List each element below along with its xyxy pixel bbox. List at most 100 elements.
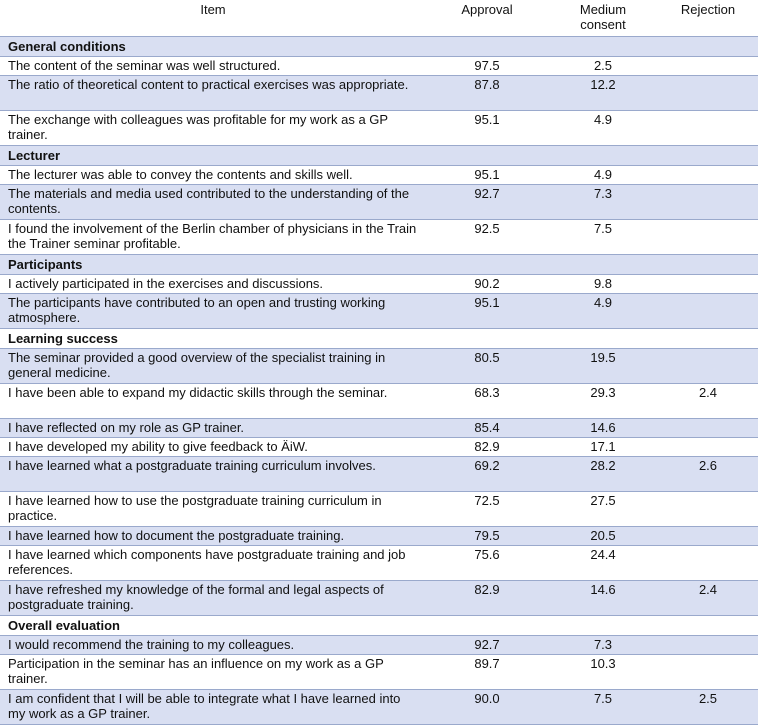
medium-cell: 9.8 <box>548 274 658 294</box>
rejection-cell: 2.6 <box>658 456 758 492</box>
rejection-cell <box>658 545 758 581</box>
table-row: The seminar provided a good overview of … <box>0 348 758 384</box>
section-row: General conditions <box>0 36 758 57</box>
item-cell: The lecturer was able to convey the cont… <box>0 165 426 185</box>
item-cell: The materials and media used contributed… <box>0 184 426 220</box>
item-cell: I have learned how to use the postgradua… <box>0 491 426 527</box>
table-row: I have learned how to use the postgradua… <box>0 491 758 527</box>
approval-cell: 89.7 <box>426 654 548 690</box>
approval-cell: 95.1 <box>426 110 548 146</box>
rejection-cell <box>658 491 758 527</box>
header-medium-line2: consent <box>580 17 626 32</box>
approval-cell: 95.1 <box>426 165 548 185</box>
item-cell: I actively participated in the exercises… <box>0 274 426 294</box>
table-row: The materials and media used contributed… <box>0 184 758 220</box>
rejection-cell <box>658 293 758 329</box>
table-row: Participation in the seminar has an infl… <box>0 654 758 690</box>
item-cell: The seminar provided a good overview of … <box>0 348 426 384</box>
medium-cell: 24.4 <box>548 545 658 581</box>
table-row: I actively participated in the exercises… <box>0 274 758 294</box>
approval-cell: 92.7 <box>426 635 548 655</box>
section-row: Learning success <box>0 328 758 349</box>
rejection-cell <box>658 418 758 438</box>
medium-cell: 27.5 <box>548 491 658 527</box>
rejection-cell <box>658 348 758 384</box>
rejection-cell <box>658 184 758 220</box>
approval-cell: 95.1 <box>426 293 548 329</box>
section-title: Learning success <box>0 328 758 349</box>
medium-cell: 29.3 <box>548 383 658 419</box>
table-row: I have learned how to document the postg… <box>0 526 758 546</box>
medium-cell: 17.1 <box>548 437 658 457</box>
rejection-cell <box>658 219 758 255</box>
rejection-cell: 2.5 <box>658 689 758 725</box>
table-row: The ratio of theoretical content to prac… <box>0 75 758 111</box>
item-cell: I am confident that I will be able to in… <box>0 689 426 725</box>
table-row: I have reflected on my role as GP traine… <box>0 418 758 438</box>
medium-cell: 7.3 <box>548 184 658 220</box>
section-row: Lecturer <box>0 145 758 166</box>
item-cell: I have reflected on my role as GP traine… <box>0 418 426 438</box>
approval-cell: 79.5 <box>426 526 548 546</box>
medium-cell: 4.9 <box>548 165 658 185</box>
rejection-cell <box>658 75 758 111</box>
section-row: Overall evaluation <box>0 615 758 636</box>
rejection-cell <box>658 654 758 690</box>
approval-cell: 90.0 <box>426 689 548 725</box>
table-row: I have been able to expand my didactic s… <box>0 383 758 419</box>
item-cell: I have been able to expand my didactic s… <box>0 383 426 419</box>
item-cell: The content of the seminar was well stru… <box>0 56 426 76</box>
medium-cell: 7.3 <box>548 635 658 655</box>
item-cell: Participation in the seminar has an infl… <box>0 654 426 690</box>
approval-cell: 97.5 <box>426 56 548 76</box>
medium-cell: 19.5 <box>548 348 658 384</box>
rejection-cell <box>658 526 758 546</box>
approval-cell: 85.4 <box>426 418 548 438</box>
approval-cell: 90.2 <box>426 274 548 294</box>
item-cell: The participants have contributed to an … <box>0 293 426 329</box>
table-row: I would recommend the training to my col… <box>0 635 758 655</box>
table-row: I have learned which components have pos… <box>0 545 758 581</box>
section-row: Participants <box>0 254 758 275</box>
medium-cell: 28.2 <box>548 456 658 492</box>
section-title: General conditions <box>0 36 758 57</box>
approval-cell: 75.6 <box>426 545 548 581</box>
item-cell: The ratio of theoretical content to prac… <box>0 75 426 111</box>
header-row: Item Approval Medium consent Rejection <box>0 0 758 37</box>
rejection-cell <box>658 437 758 457</box>
approval-cell: 82.9 <box>426 580 548 616</box>
medium-cell: 4.9 <box>548 110 658 146</box>
header-approval: Approval <box>426 0 548 37</box>
rejection-cell <box>658 110 758 146</box>
header-medium-line1: Medium <box>579 2 627 17</box>
section-title: Lecturer <box>0 145 758 166</box>
header-medium-consent: Medium consent <box>548 0 658 37</box>
medium-cell: 2.5 <box>548 56 658 76</box>
rejection-cell: 2.4 <box>658 580 758 616</box>
approval-cell: 87.8 <box>426 75 548 111</box>
medium-cell: 7.5 <box>548 689 658 725</box>
rejection-cell <box>658 165 758 185</box>
item-cell: I have learned how to document the postg… <box>0 526 426 546</box>
rejection-cell: 2.4 <box>658 383 758 419</box>
table-row: I am confident that I will be able to in… <box>0 689 758 725</box>
medium-cell: 14.6 <box>548 418 658 438</box>
item-cell: I have developed my ability to give feed… <box>0 437 426 457</box>
table-row: The exchange with colleagues was profita… <box>0 110 758 146</box>
item-cell: I have learned what a postgraduate train… <box>0 456 426 492</box>
rejection-cell <box>658 635 758 655</box>
table-row: I found the involvement of the Berlin ch… <box>0 219 758 255</box>
item-cell: I would recommend the training to my col… <box>0 635 426 655</box>
approval-cell: 72.5 <box>426 491 548 527</box>
table-row: I have developed my ability to give feed… <box>0 437 758 457</box>
item-cell: I have refreshed my knowledge of the for… <box>0 580 426 616</box>
medium-cell: 7.5 <box>548 219 658 255</box>
section-title: Overall evaluation <box>0 615 758 636</box>
section-title: Participants <box>0 254 758 275</box>
header-item: Item <box>0 0 426 37</box>
table-row: I have learned what a postgraduate train… <box>0 456 758 492</box>
medium-cell: 10.3 <box>548 654 658 690</box>
table-row: I have refreshed my knowledge of the for… <box>0 580 758 616</box>
table-row: The lecturer was able to convey the cont… <box>0 165 758 185</box>
